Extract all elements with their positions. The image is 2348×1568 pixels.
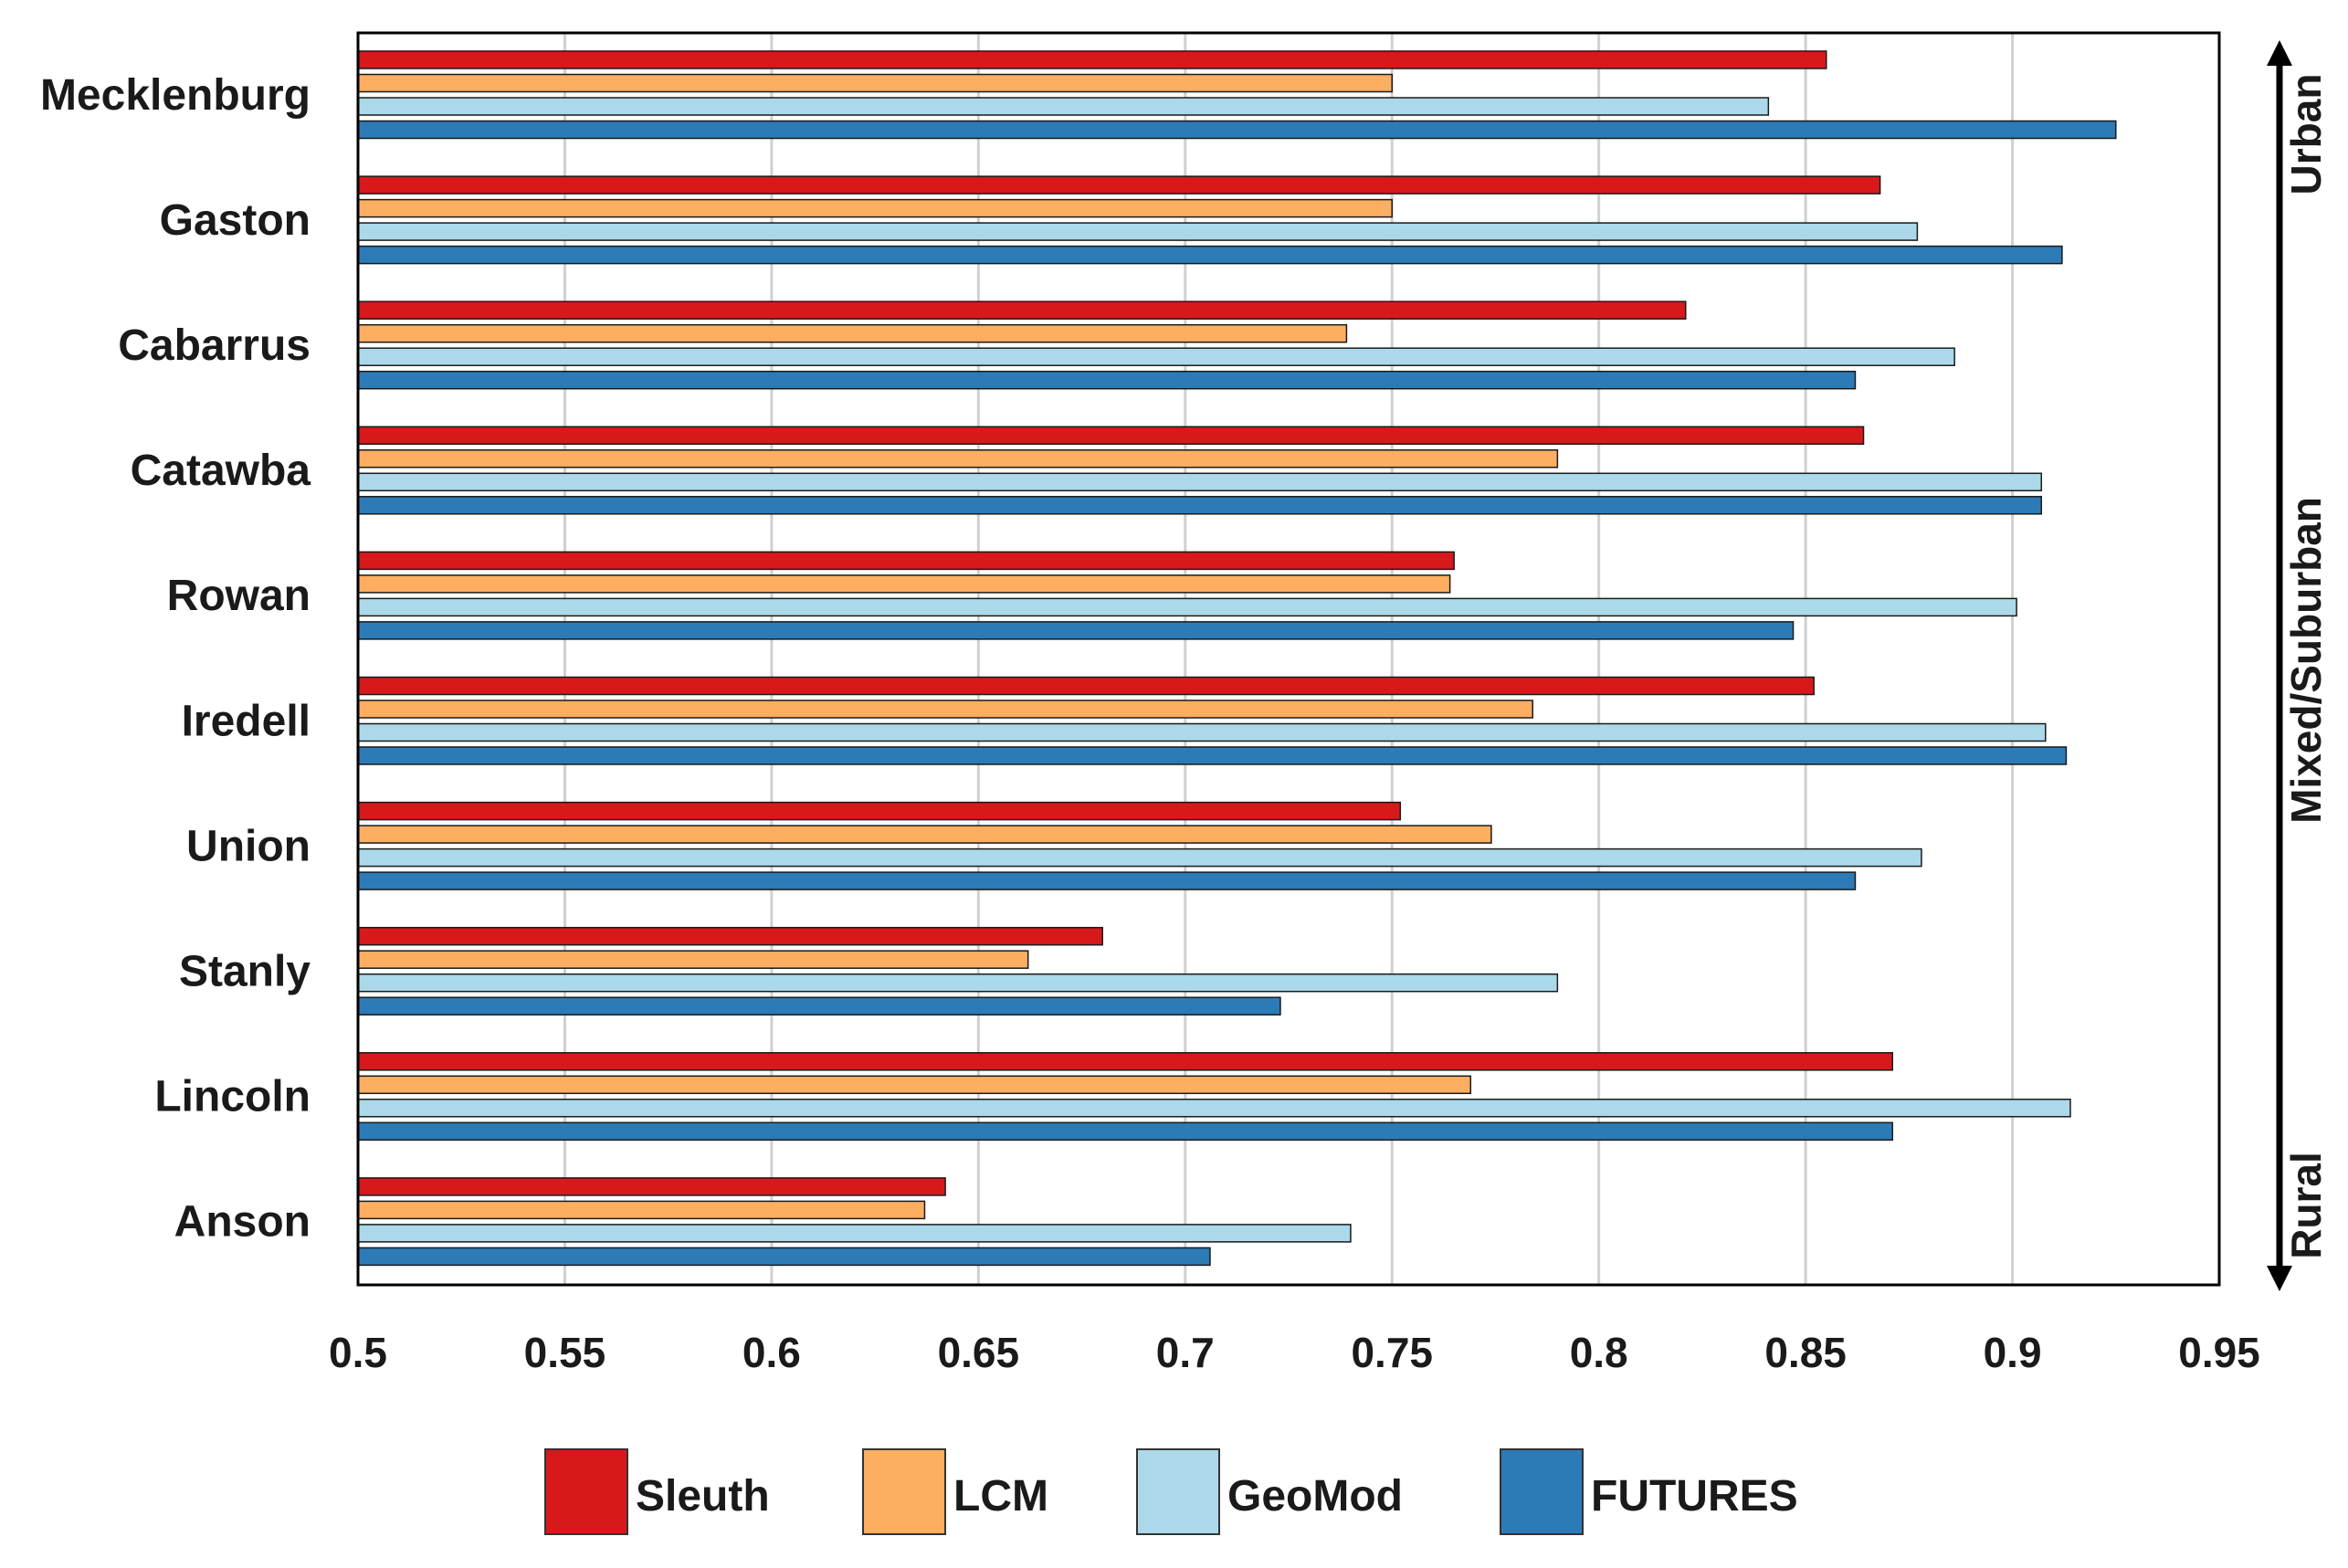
category-label-iredell: Iredell <box>182 697 311 745</box>
x-tick-label-0-7: 0.7 <box>1156 1329 1215 1376</box>
x-tick-labels: 0.5 0.55 0.6 0.65 0.7 0.75 0.8 0.85 0.9 0.95 <box>329 1329 2260 1376</box>
bar-cabarrus-sleuth <box>357 300 1687 320</box>
bar-anson-sleuth <box>357 1177 946 1196</box>
bar-union-futures <box>357 871 1857 890</box>
bar-rowan-lcm <box>357 574 1451 594</box>
category-label-lincoln: Lincoln <box>154 1073 311 1121</box>
bar-iredell-sleuth <box>357 676 1815 696</box>
bar-cabarrus-geomod <box>357 347 1955 366</box>
legend: Sleuth LCM GeoMod FUTURES <box>544 1448 1798 1535</box>
bar-iredell-lcm <box>357 700 1533 719</box>
bar-mecklenburg-lcm <box>357 73 1393 93</box>
side-label-urban: Urban <box>2282 74 2330 195</box>
bar-stanly-sleuth <box>357 926 1103 946</box>
bar-mecklenburg-futures <box>357 120 2117 140</box>
category-label-cabarrus: Cabarrus <box>118 321 311 370</box>
bar-lincoln-lcm <box>357 1075 1472 1095</box>
legend-swatch-futures <box>1500 1448 1584 1535</box>
bar-anson-geomod <box>357 1224 1352 1243</box>
bar-catawba-geomod <box>357 472 2043 492</box>
bar-rowan-sleuth <box>357 551 1455 571</box>
bar-union-sleuth <box>357 801 1402 821</box>
bar-iredell-geomod <box>357 722 2047 742</box>
bar-lincoln-geomod <box>357 1099 2071 1118</box>
bar-catawba-sleuth <box>357 426 1865 446</box>
category-label-catawba: Catawba <box>131 447 311 495</box>
x-tick-label-0-75: 0.75 <box>1351 1329 1433 1376</box>
category-labels: Mecklenburg Gaston Cabarrus Catawba Rowan Ire… <box>40 71 311 1247</box>
bar-rowan-geomod <box>357 597 2017 617</box>
bar-gaston-lcm <box>357 198 1393 218</box>
bar-union-lcm <box>357 825 1492 844</box>
legend-label-lcm: LCM <box>953 1472 1048 1521</box>
bar-lincoln-sleuth <box>357 1052 1893 1071</box>
bar-gaston-geomod <box>357 222 1919 241</box>
plot-frame <box>356 31 2221 1287</box>
bar-stanly-lcm <box>357 950 1029 969</box>
x-tick-label-0-55: 0.55 <box>524 1329 606 1376</box>
gridlines <box>563 33 2015 1285</box>
legend-swatch-lcm <box>862 1448 946 1535</box>
legend-label-sleuth: Sleuth <box>636 1472 770 1521</box>
x-tick-label-0-85: 0.85 <box>1764 1329 1847 1376</box>
category-label-mecklenburg: Mecklenburg <box>40 71 311 120</box>
bar-iredell-futures <box>357 746 2068 765</box>
bar-mecklenburg-sleuth <box>357 50 1827 69</box>
bar-anson-lcm <box>357 1200 926 1220</box>
bar-mecklenburg-geomod <box>357 97 1770 116</box>
bars <box>357 50 2117 1267</box>
bar-anson-futures <box>357 1247 1211 1267</box>
bar-union-geomod <box>357 847 1922 868</box>
bar-catawba-lcm <box>357 449 1559 468</box>
bar-cabarrus-lcm <box>357 323 1348 343</box>
bar-gaston-futures <box>357 245 2063 265</box>
category-label-anson: Anson <box>174 1198 311 1247</box>
x-tick-label-0-65: 0.65 <box>938 1329 1020 1376</box>
category-label-union: Union <box>186 822 311 870</box>
legend-swatch-sleuth <box>544 1448 628 1535</box>
x-tick-label-0-8: 0.8 <box>1570 1329 1628 1376</box>
side-label-mixed-suburban: Mixed/Suburban <box>2282 497 2330 824</box>
bar-catawba-futures <box>357 496 2043 515</box>
bar-gaston-sleuth <box>357 175 1881 195</box>
category-label-rowan: Rowan <box>167 572 311 620</box>
bar-stanly-geomod <box>357 973 1559 993</box>
legend-swatch-geomod <box>1136 1448 1220 1535</box>
category-label-gaston: Gaston <box>160 196 311 245</box>
legend-label-futures: FUTURES <box>1591 1472 1798 1521</box>
legend-label-geomod: GeoMod <box>1227 1472 1403 1521</box>
x-tick-label-0-6: 0.6 <box>742 1329 801 1376</box>
x-tick-label-0-5: 0.5 <box>329 1329 387 1376</box>
x-tick-label-0-95: 0.95 <box>2178 1329 2260 1376</box>
x-tick-label-0-9: 0.9 <box>1984 1329 2042 1376</box>
side-label-rural: Rural <box>2282 1152 2330 1259</box>
category-label-stanly: Stanly <box>179 947 311 995</box>
bar-stanly-futures <box>357 996 1281 1016</box>
bar-rowan-futures <box>357 621 1795 640</box>
bar-cabarrus-futures <box>357 370 1857 390</box>
bar-lincoln-futures <box>357 1121 1893 1142</box>
side-annotation: Urban Mixed/Suburban Rural <box>2267 39 2330 1291</box>
